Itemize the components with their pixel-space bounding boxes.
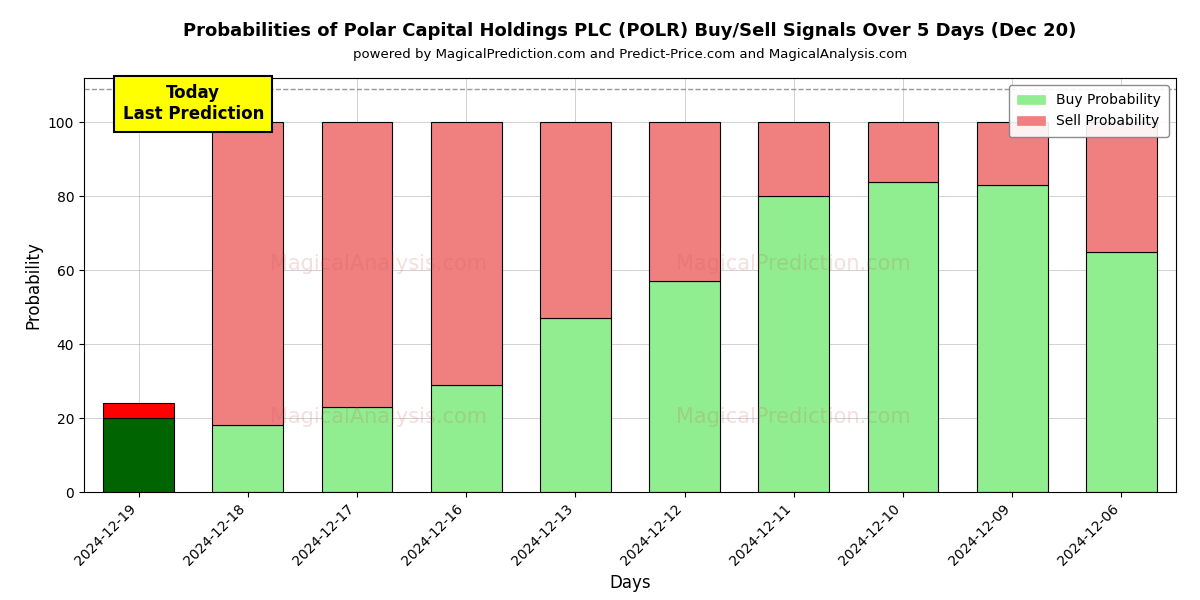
Y-axis label: Probability: Probability xyxy=(24,241,42,329)
Bar xyxy=(540,318,611,492)
Text: MagicalPrediction.com: MagicalPrediction.com xyxy=(677,407,911,427)
Bar xyxy=(868,181,938,492)
Bar xyxy=(758,122,829,196)
Bar xyxy=(431,385,502,492)
Bar xyxy=(540,122,611,318)
X-axis label: Days: Days xyxy=(610,574,650,592)
Text: MagicalPrediction.com: MagicalPrediction.com xyxy=(677,254,911,274)
Bar xyxy=(212,122,283,425)
Bar xyxy=(758,196,829,492)
Bar xyxy=(322,122,392,407)
Bar xyxy=(1086,252,1157,492)
Text: MagicalAnalysis.com: MagicalAnalysis.com xyxy=(270,254,487,274)
Text: powered by MagicalPrediction.com and Predict-Price.com and MagicalAnalysis.com: powered by MagicalPrediction.com and Pre… xyxy=(353,49,907,61)
Bar xyxy=(1086,122,1157,252)
Bar xyxy=(977,122,1048,185)
Bar xyxy=(103,403,174,418)
Legend: Buy Probability, Sell Probability: Buy Probability, Sell Probability xyxy=(1009,85,1169,137)
Bar xyxy=(103,418,174,492)
Bar xyxy=(977,185,1048,492)
Bar xyxy=(649,281,720,492)
Bar xyxy=(868,122,938,181)
Bar xyxy=(431,122,502,385)
Bar xyxy=(649,122,720,281)
Bar xyxy=(322,407,392,492)
Bar xyxy=(212,425,283,492)
Text: MagicalAnalysis.com: MagicalAnalysis.com xyxy=(270,407,487,427)
Text: Today
Last Prediction: Today Last Prediction xyxy=(122,85,264,123)
Title: Probabilities of Polar Capital Holdings PLC (POLR) Buy/Sell Signals Over 5 Days : Probabilities of Polar Capital Holdings … xyxy=(184,22,1076,40)
